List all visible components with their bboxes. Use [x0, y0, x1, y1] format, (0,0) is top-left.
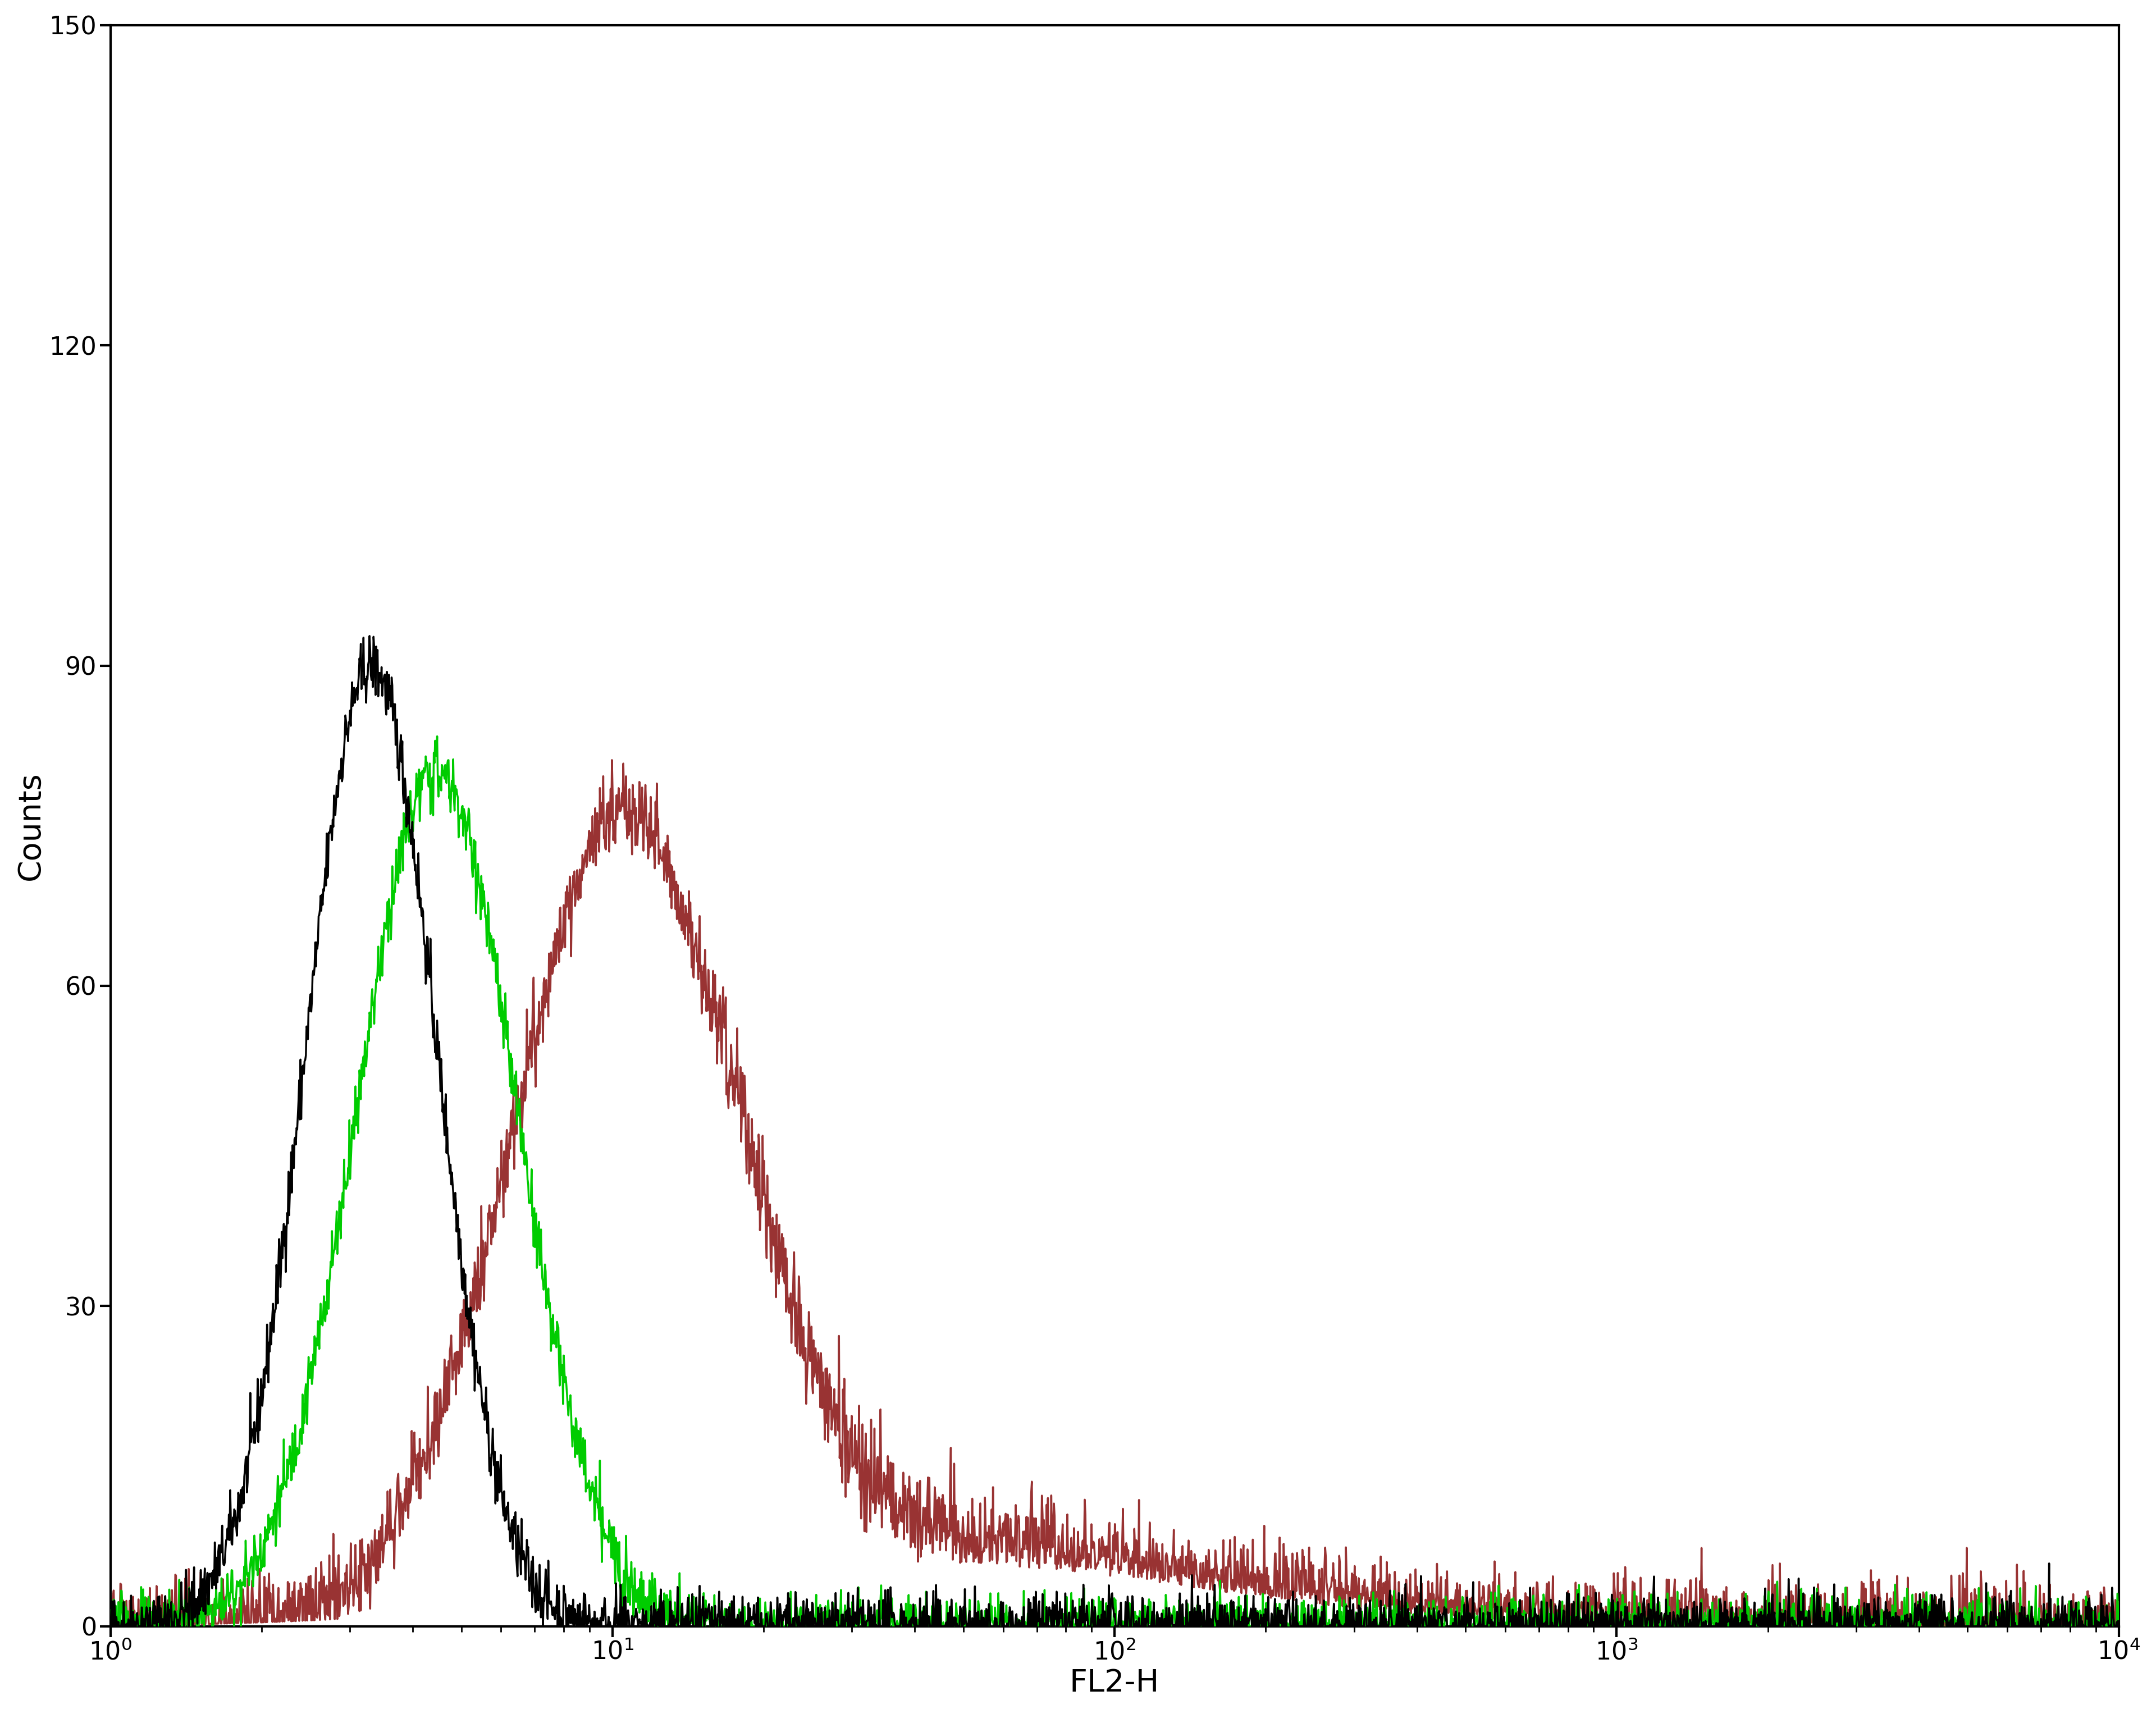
X-axis label: FL2-H: FL2-H: [1069, 1668, 1160, 1699]
Y-axis label: Counts: Counts: [15, 771, 45, 879]
